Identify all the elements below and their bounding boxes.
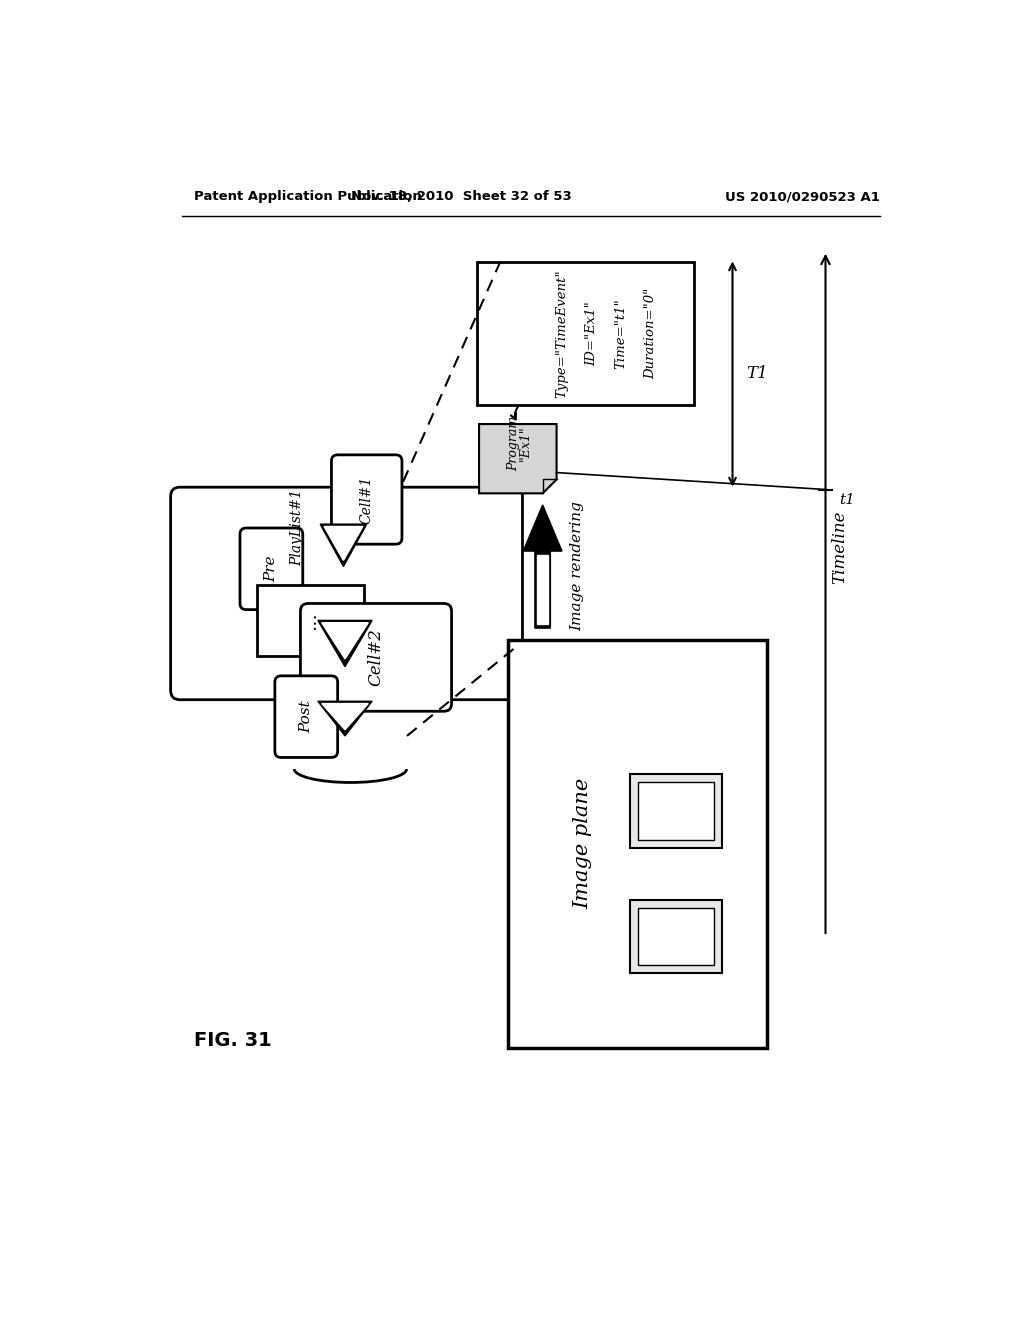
FancyBboxPatch shape (274, 676, 338, 758)
Text: ID="Ex1": ID="Ex1" (585, 301, 598, 366)
Polygon shape (322, 704, 369, 730)
Text: Image plane: Image plane (573, 777, 593, 909)
Text: Cell#1: Cell#1 (359, 475, 374, 524)
Text: US 2010/0290523 A1: US 2010/0290523 A1 (725, 190, 880, 203)
Polygon shape (322, 623, 369, 659)
Text: Timeline: Timeline (830, 511, 848, 583)
FancyBboxPatch shape (300, 603, 452, 711)
Polygon shape (317, 701, 372, 737)
FancyBboxPatch shape (257, 585, 364, 656)
Bar (638, 781, 714, 840)
Polygon shape (317, 620, 372, 667)
FancyBboxPatch shape (332, 455, 402, 544)
Text: FIG. 31: FIG. 31 (194, 1031, 271, 1049)
Text: Image rendering: Image rendering (569, 502, 584, 631)
Text: ...: ... (301, 611, 319, 630)
Bar (630, 900, 722, 973)
Bar (477, 263, 693, 405)
Text: Nov. 18, 2010  Sheet 32 of 53: Nov. 18, 2010 Sheet 32 of 53 (351, 190, 571, 203)
Bar (508, 640, 767, 1048)
FancyBboxPatch shape (171, 487, 522, 700)
Text: Cell#2: Cell#2 (368, 628, 384, 686)
Polygon shape (324, 527, 362, 561)
Bar (638, 908, 714, 965)
Text: t1: t1 (840, 494, 855, 507)
Text: Program: Program (508, 416, 520, 471)
Text: Patent Application Publication: Patent Application Publication (194, 190, 422, 203)
Text: Time="t1": Time="t1" (614, 298, 628, 370)
Polygon shape (538, 554, 548, 624)
Text: PlayList#1: PlayList#1 (290, 490, 304, 566)
Text: "Ex1": "Ex1" (519, 425, 532, 461)
Polygon shape (479, 424, 557, 494)
Bar (630, 775, 722, 847)
Text: T1: T1 (746, 366, 768, 383)
Polygon shape (523, 506, 562, 628)
Text: Type="TimeEvent": Type="TimeEvent" (555, 269, 568, 397)
Text: Duration="0": Duration="0" (644, 288, 656, 379)
Polygon shape (321, 524, 367, 566)
Text: Post: Post (299, 701, 313, 733)
FancyBboxPatch shape (240, 528, 303, 610)
Text: Pre: Pre (264, 556, 279, 582)
